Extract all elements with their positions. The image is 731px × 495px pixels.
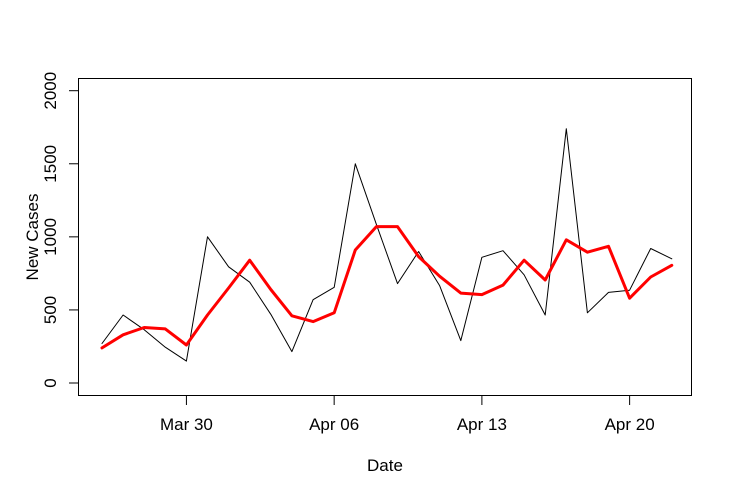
y-tick-label: 500 [41, 296, 60, 324]
moving-average-line [100, 225, 674, 350]
x-axis: Mar 30 Apr 06 Apr 13 Apr 20 [160, 395, 655, 434]
x-tick-label: Apr 13 [457, 415, 507, 434]
x-tick-label: Apr 06 [309, 415, 359, 434]
x-tick-label: Apr 20 [605, 415, 655, 434]
y-tick-label: 0 [41, 378, 60, 387]
x-axis-title: Date [367, 456, 403, 475]
y-axis: 0 500 1000 1500 2000 [41, 72, 79, 388]
y-tick-label: 1000 [41, 218, 60, 256]
y-axis-title: New Cases [23, 194, 42, 281]
plot-box [78, 78, 692, 396]
y-tick-label: 1500 [41, 145, 60, 183]
x-tick-label: Mar 30 [160, 415, 213, 434]
series-lines [100, 128, 674, 362]
y-tick-label: 2000 [41, 72, 60, 110]
new-cases-line [101, 128, 673, 362]
